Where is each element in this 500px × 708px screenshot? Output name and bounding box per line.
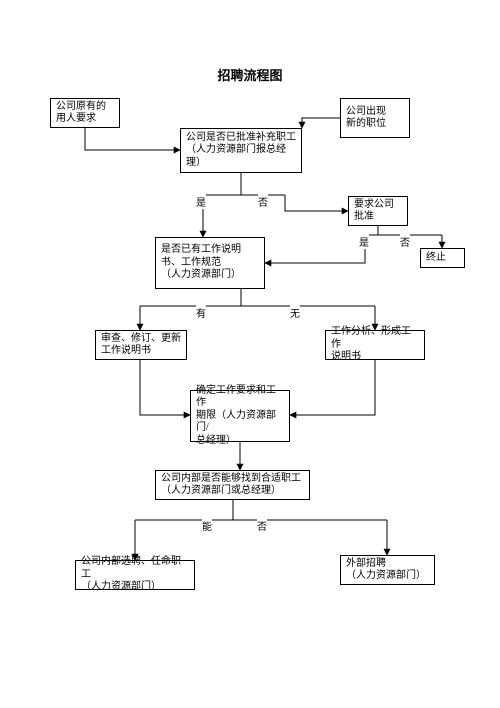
label-l_no2: 否: [400, 234, 410, 249]
flowchart-stage: 招聘流程图 公司原有的 用人要求 公司出现 新的职位公司是否已批准补充职工 （人力…: [0, 0, 500, 708]
node-n_origReq: 公司原有的 用人要求: [50, 98, 120, 128]
label-l_no1: 否: [258, 194, 268, 209]
node-n_newPos: 公司出现 新的职位: [340, 98, 410, 138]
edge-4: [285, 195, 348, 211]
edge-14: [140, 360, 190, 415]
edge-9: [265, 235, 365, 263]
label-l_none: 无: [290, 305, 300, 320]
edge-1: [302, 118, 340, 128]
node-n_reviewJD: 审查、修订、更新 工作说明书: [95, 330, 187, 360]
node-n_analysis: 工作分析、形成工作 说明书: [325, 330, 425, 360]
node-n_reqAppr: 要求公司 批准: [348, 196, 408, 226]
node-n_extHire: 外部招聘 （人力资源部门）: [340, 555, 435, 585]
node-n_internal: 公司内部是否能够找到合适职工 （人力资源部门或总经理）: [155, 470, 310, 500]
node-n_intHire: 公司内部选聘、任命职工 （人力资源部门）: [75, 560, 195, 590]
node-n_confirm: 确定工作要求和工作 期限（人力资源部门/ 总经理）: [190, 390, 290, 442]
page-title: 招聘流程图: [0, 65, 500, 84]
label-l_has: 有: [196, 305, 206, 320]
edge-15: [290, 360, 375, 415]
label-l_yes2: 是: [359, 234, 369, 249]
node-n_hasJD: 是否已有工作说明 书、工作规范 （人力资源部门）: [155, 237, 265, 289]
edge-0: [85, 128, 180, 150]
node-n_terminate: 终止: [420, 248, 465, 268]
label-l_yes1: 是: [196, 194, 206, 209]
node-n_approve1: 公司是否已批准补充职工 （人力资源部门报总经 理）: [180, 128, 302, 173]
label-l_can: 能: [202, 518, 212, 533]
label-l_cant: 否: [257, 518, 267, 533]
